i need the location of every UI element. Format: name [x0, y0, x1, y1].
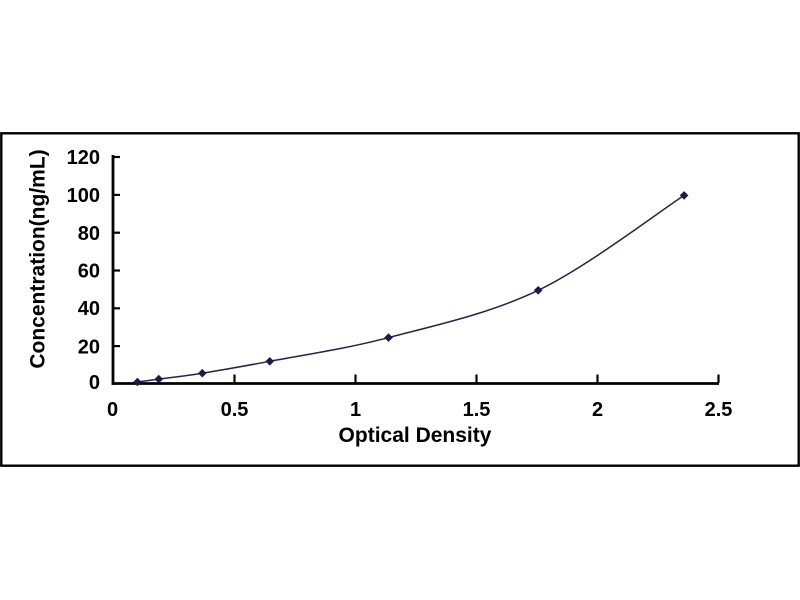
- svg-text:60: 60: [78, 261, 100, 283]
- svg-text:2: 2: [592, 399, 603, 421]
- svg-text:80: 80: [78, 223, 100, 245]
- svg-text:0.5: 0.5: [221, 399, 249, 421]
- svg-text:100: 100: [67, 185, 100, 207]
- svg-text:0: 0: [89, 372, 100, 394]
- svg-text:2.5: 2.5: [705, 399, 733, 421]
- svg-text:40: 40: [78, 298, 100, 320]
- svg-text:0: 0: [107, 399, 118, 421]
- svg-text:Concentration(ng/mL): Concentration(ng/mL): [27, 149, 50, 368]
- svg-text:20: 20: [78, 336, 100, 358]
- svg-text:Optical Density: Optical Density: [339, 424, 492, 447]
- svg-text:1: 1: [350, 399, 361, 421]
- svg-text:120: 120: [67, 147, 100, 169]
- svg-text:1.5: 1.5: [463, 399, 491, 421]
